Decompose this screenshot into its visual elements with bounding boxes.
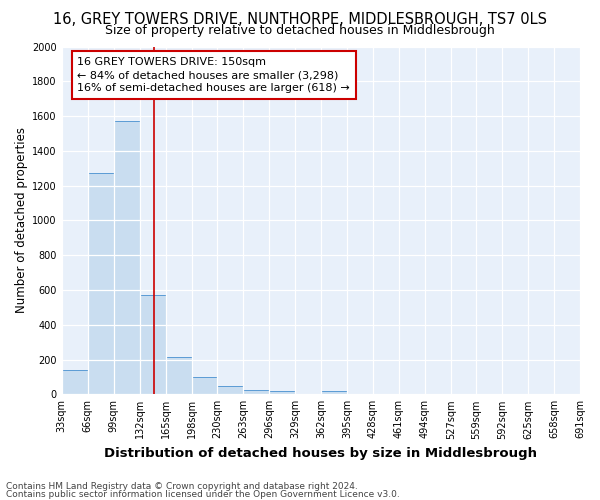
Text: Contains public sector information licensed under the Open Government Licence v3: Contains public sector information licen… xyxy=(6,490,400,499)
Bar xyxy=(269,391,295,394)
Bar xyxy=(113,122,140,394)
Bar xyxy=(88,174,113,394)
Bar xyxy=(166,357,191,395)
Text: 16 GREY TOWERS DRIVE: 150sqm
← 84% of detached houses are smaller (3,298)
16% of: 16 GREY TOWERS DRIVE: 150sqm ← 84% of de… xyxy=(77,57,350,94)
Text: Contains HM Land Registry data © Crown copyright and database right 2024.: Contains HM Land Registry data © Crown c… xyxy=(6,482,358,491)
Bar xyxy=(321,391,347,394)
Bar xyxy=(217,386,243,394)
Y-axis label: Number of detached properties: Number of detached properties xyxy=(15,128,28,314)
Text: 16, GREY TOWERS DRIVE, NUNTHORPE, MIDDLESBROUGH, TS7 0LS: 16, GREY TOWERS DRIVE, NUNTHORPE, MIDDLE… xyxy=(53,12,547,28)
X-axis label: Distribution of detached houses by size in Middlesbrough: Distribution of detached houses by size … xyxy=(104,447,538,460)
Bar xyxy=(140,295,166,394)
Text: Size of property relative to detached houses in Middlesbrough: Size of property relative to detached ho… xyxy=(105,24,495,37)
Bar xyxy=(191,377,217,394)
Bar xyxy=(62,370,88,394)
Bar xyxy=(243,390,269,394)
